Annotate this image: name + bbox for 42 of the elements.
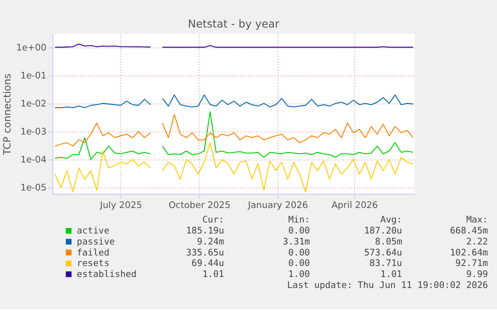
text: 1.00: [288, 270, 310, 280]
y-tick-label: 1e-05: [20, 184, 47, 194]
text: 102.64m: [450, 248, 488, 258]
text: 9.24m: [196, 237, 224, 248]
chart-title: Netstat - by year: [188, 18, 280, 31]
text: 187.20u: [364, 226, 402, 237]
y-tick-label: 1e-03: [20, 128, 47, 138]
text: Max:: [466, 216, 488, 226]
x-tick-label: January 2026: [246, 200, 308, 211]
text: 1.01: [202, 270, 224, 280]
text: 335.65u: [186, 248, 224, 258]
text: Min:: [288, 216, 310, 226]
y-tick-label: 1e-02: [20, 100, 47, 110]
text: 92.71m: [455, 259, 488, 270]
y-tick-label: 1e+00: [16, 43, 47, 54]
x-tick-label: July 2025: [99, 200, 142, 211]
text: 573.64u: [364, 248, 402, 258]
text: 8.05m: [374, 237, 402, 248]
text: Last update: Thu Jun 11 19:00:02 2026: [287, 280, 488, 291]
legend-label: active: [76, 226, 110, 237]
text: 9.99: [466, 270, 488, 280]
x-tick-label: October 2025: [168, 200, 230, 211]
text: 3.31m: [282, 237, 310, 248]
text: 2.22: [466, 237, 488, 248]
text: 0.00: [288, 248, 310, 258]
legend-label: passive: [76, 237, 115, 248]
legend-label: established: [76, 270, 137, 280]
y-axis-title: TCP connections: [2, 74, 14, 156]
text: 83.71u: [370, 259, 402, 270]
text: Avg:: [380, 216, 402, 226]
legend-label: resets: [76, 259, 110, 270]
y-tick-label: 1e-04: [20, 156, 47, 166]
text: 668.45m: [450, 226, 488, 237]
legend-label: failed: [76, 248, 110, 258]
text: 69.44u: [192, 259, 224, 270]
text: 1.01: [380, 270, 402, 280]
text: Cur:: [202, 216, 224, 226]
y-tick-label: 1e-01: [20, 71, 47, 82]
text: 0.00: [288, 226, 310, 237]
text: 0.00: [288, 259, 310, 270]
x-tick-label: April 2026: [331, 200, 378, 211]
text: 185.19u: [186, 226, 224, 237]
